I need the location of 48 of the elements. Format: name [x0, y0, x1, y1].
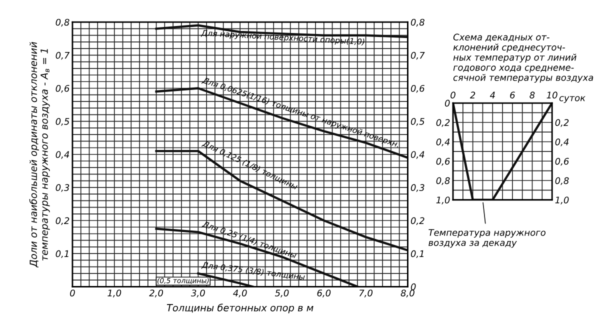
x-tick-label: 5,0	[274, 290, 289, 298]
y-tick-label: 0,4	[56, 151, 70, 159]
y2-tick-label: 0,2	[410, 217, 424, 225]
y-tick-label: 0,3	[56, 184, 70, 192]
y-tick-label: 0,5	[56, 118, 70, 126]
y2-tick-label: 0,4	[555, 138, 569, 146]
x-tick-label: 3,0	[191, 290, 205, 298]
y-tick-label: 0,1	[56, 250, 68, 258]
y2-tick-label: 0,6	[555, 158, 569, 166]
y2-tick-label: 1,0	[555, 196, 569, 204]
x-tick-label: 8	[530, 92, 535, 98]
y2-tick-label: 0	[410, 283, 416, 290]
y-tick-label: 0,2	[436, 119, 450, 127]
y-tick-label: 0,6	[56, 84, 70, 93]
x-tick-label: 0	[70, 290, 75, 296]
x-tick-label: 2,0	[149, 290, 164, 298]
y-axis-title: Доли от наибольшей ординаты отклонений температуры наружного воздуха - A$_{в}$ = 1	[29, 42, 50, 268]
y2-tick-label: 0,4	[410, 151, 424, 159]
x-tick-label: 0	[450, 92, 456, 98]
x-tick-label: 4	[490, 92, 495, 98]
x-tick-label: 1,0	[108, 290, 122, 298]
x-tick-label: 7,0	[359, 290, 373, 298]
x-tick-label: 8,0	[400, 290, 414, 298]
x-tick-label: 10	[546, 92, 558, 98]
y-tick-label: 1,0	[436, 196, 450, 204]
x-axis-title: Толщины бетонных опор в м	[166, 304, 314, 314]
y-tick-label: 0,2	[56, 217, 70, 225]
y2-tick-label: 0,5	[410, 118, 424, 126]
y-tick-label: 0,4	[436, 138, 450, 146]
text: Температура наружного воздуха за декаду	[428, 229, 546, 248]
x-tick-label: 2	[470, 92, 476, 98]
y2-tick-label: 0,8	[555, 177, 569, 185]
y2-tick-label: 0,7	[410, 52, 425, 60]
y2-tick-label: 0,6	[410, 84, 424, 93]
x-tick-label: 4,0	[233, 290, 247, 298]
y2-tick-label: 0,8	[410, 18, 424, 27]
x-axis-title: суток	[559, 96, 586, 104]
chart-title: Схема декадных от- клонений среднесуточ- ных температур от линий годового хода среднеме- сячной температуры воздуха	[453, 34, 594, 83]
y-tick-label: 0,6	[436, 158, 450, 166]
y-tick-label: 0,7	[56, 52, 70, 60]
y2-tick-label: 0,3	[410, 184, 424, 192]
x-tick-label: 6,0	[317, 290, 331, 298]
y-tick-label: 0	[444, 100, 450, 107]
y-tick-label: 0,8	[436, 177, 450, 185]
x-tick-label: 6	[510, 92, 515, 98]
y-tick-label: 0,8	[56, 18, 70, 27]
y2-tick-label: 0,1	[410, 250, 424, 258]
y2-tick-label: 0,2	[555, 119, 569, 127]
